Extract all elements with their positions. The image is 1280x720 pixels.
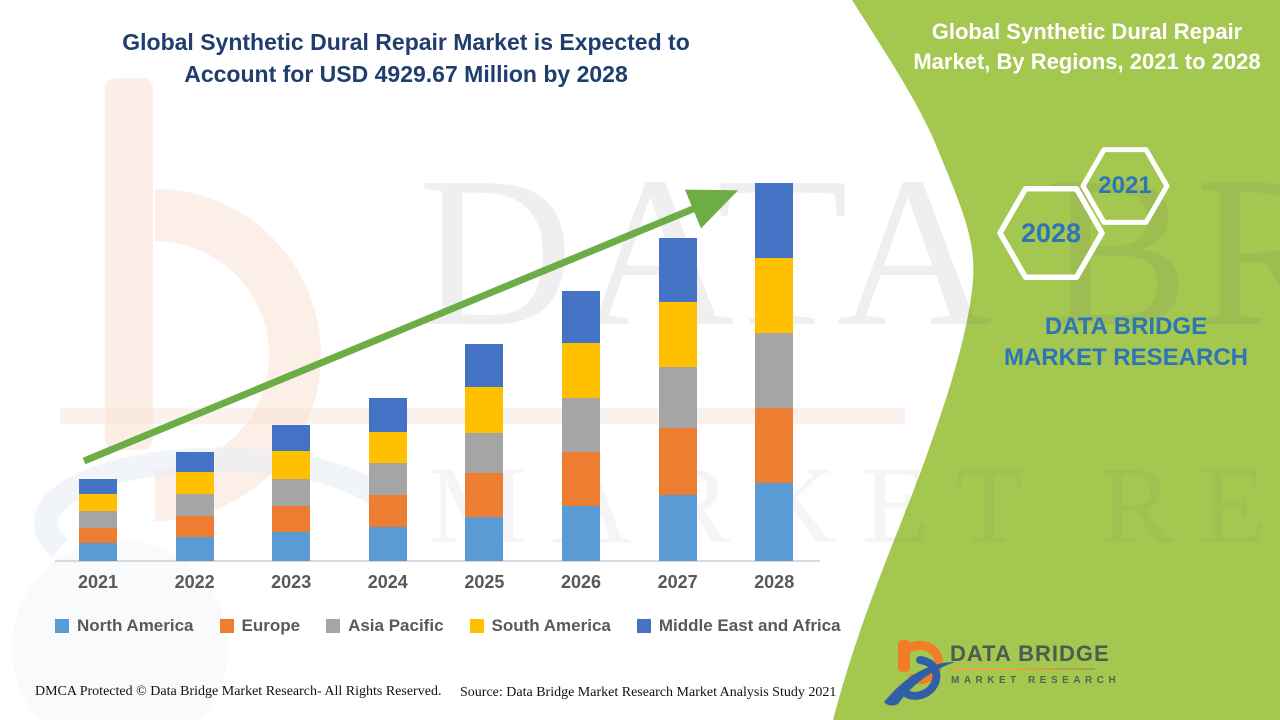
legend-swatch-icon bbox=[55, 619, 69, 633]
footer-dmca-text: DMCA Protected © Data Bridge Market Rese… bbox=[35, 684, 442, 699]
bar-segment bbox=[465, 433, 504, 473]
bar-segment bbox=[658, 367, 697, 428]
legend-label: Asia Pacific bbox=[348, 616, 444, 635]
legend-label: Europe bbox=[241, 616, 301, 635]
hexagon-2028-icon bbox=[997, 186, 1105, 280]
legend-label: North America bbox=[77, 616, 194, 635]
bar-segment bbox=[465, 473, 504, 517]
x-axis-label: 2028 bbox=[754, 572, 795, 592]
hexagon-year-2028: 2028 bbox=[1020, 218, 1082, 248]
bar-segment bbox=[755, 333, 794, 408]
bar-segment bbox=[368, 495, 407, 527]
legend-item: North America bbox=[55, 616, 194, 636]
watermark-b-stem bbox=[105, 78, 153, 450]
legend-swatch-icon bbox=[219, 619, 234, 633]
bar-segment bbox=[562, 343, 600, 399]
legend-swatch-icon bbox=[469, 619, 484, 633]
bar-segment bbox=[465, 343, 504, 387]
x-axis-label: 2025 bbox=[464, 572, 505, 592]
hexagon-badges bbox=[997, 147, 1170, 280]
x-axis-label: 2022 bbox=[174, 572, 215, 592]
bar-segment bbox=[79, 528, 117, 543]
brand-logo-divider bbox=[950, 668, 1095, 670]
bar-segment bbox=[465, 517, 504, 561]
x-axis-label: 2024 bbox=[367, 572, 408, 592]
legend: North America Europe Asia Pacific South Ame… bbox=[55, 616, 841, 636]
bar-segment bbox=[658, 495, 697, 561]
bar-segment bbox=[175, 472, 214, 494]
legend-item: Middle East and Africa bbox=[636, 616, 841, 636]
page-title: Global Synthetic Dural Repair Market is … bbox=[122, 29, 690, 87]
bar-segment bbox=[175, 494, 214, 516]
bar-segment bbox=[562, 291, 600, 344]
bar-segment bbox=[79, 478, 117, 494]
bar-segment bbox=[272, 479, 311, 506]
bar-segment bbox=[465, 386, 504, 433]
legend-swatch-icon bbox=[636, 619, 651, 633]
trend-arrow-icon bbox=[82, 189, 739, 465]
footer-source-text: Source: Data Bridge Market Research Mark… bbox=[460, 685, 837, 700]
x-axis-label: 2027 bbox=[657, 572, 698, 592]
x-axis-line bbox=[55, 560, 820, 562]
bar-segment bbox=[368, 432, 407, 464]
bar-segment bbox=[175, 516, 214, 537]
bar-segment bbox=[755, 258, 794, 333]
x-axis-label: 2021 bbox=[77, 572, 119, 592]
legend-swatch-icon bbox=[326, 619, 341, 633]
bar-segment bbox=[272, 451, 311, 479]
x-axis-label: 2026 bbox=[560, 572, 602, 592]
legend-label: South America bbox=[491, 616, 611, 635]
watermark-circle bbox=[12, 540, 228, 720]
bar-segment bbox=[755, 408, 794, 483]
bar-segment bbox=[272, 425, 311, 451]
hexagon-year-2021: 2021 bbox=[1098, 172, 1152, 199]
bar-segment bbox=[272, 506, 311, 532]
legend-item: South America bbox=[469, 616, 611, 636]
side-panel-title: Global Synthetic Dural Repair Market, By… bbox=[913, 19, 1261, 74]
bar-segment bbox=[562, 398, 600, 452]
bar-segment bbox=[368, 398, 407, 433]
bar-segment bbox=[175, 452, 214, 472]
bar-segment bbox=[368, 463, 407, 496]
brand-logo-subtitle: MARKET RESEARCH bbox=[951, 675, 1121, 686]
green-swoosh-panel bbox=[833, 0, 1280, 720]
bar-segment bbox=[755, 183, 794, 258]
bar-segment bbox=[79, 493, 117, 511]
side-panel-brand-text: DATA BRIDGE MARKET RESEARCH bbox=[1003, 313, 1248, 371]
bar-segment bbox=[658, 238, 697, 302]
watermark-swoosh bbox=[34, 447, 388, 558]
bar-segment bbox=[755, 483, 794, 561]
legend-item: Asia Pacific bbox=[326, 616, 444, 636]
bar-segment bbox=[658, 428, 697, 495]
brand-logo-name: DATA BRIDGE bbox=[950, 641, 1110, 666]
bar-segment bbox=[368, 527, 407, 561]
bar-segment bbox=[79, 511, 117, 528]
bar-segment bbox=[562, 506, 600, 561]
bar-segment bbox=[272, 532, 311, 561]
bar-segment bbox=[562, 452, 600, 506]
legend-label: Middle East and Africa bbox=[658, 616, 841, 635]
bar-segment bbox=[175, 537, 214, 561]
data-bridge-logo-icon bbox=[884, 640, 955, 706]
bar-segment bbox=[79, 543, 117, 561]
legend-item: Europe bbox=[219, 616, 301, 636]
watermark-b-bowl bbox=[154, 189, 321, 521]
hexagon-2021-icon bbox=[1080, 147, 1170, 225]
x-axis-label: 2023 bbox=[271, 572, 312, 592]
bar-segment bbox=[658, 302, 697, 367]
